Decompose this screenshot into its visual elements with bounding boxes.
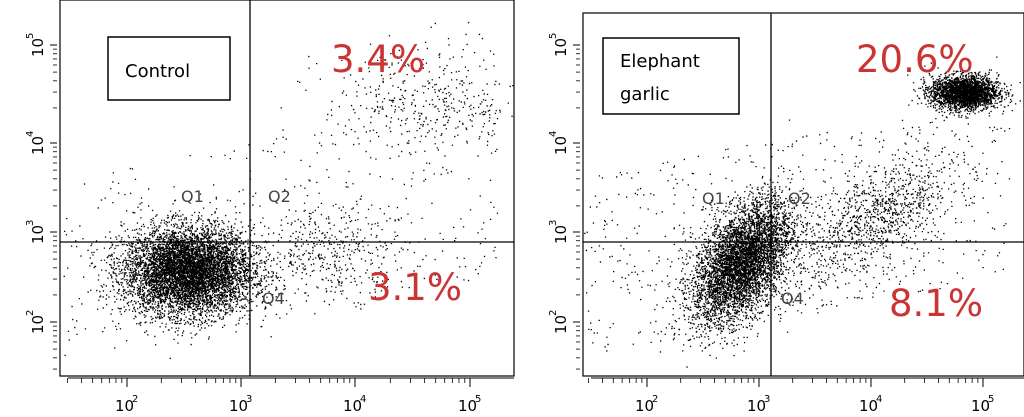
dot-cloud-lower_right	[247, 192, 426, 315]
quadrant-label-q4: Q4	[262, 289, 285, 308]
y-tick-label: 10	[29, 38, 47, 57]
x-tick-label-exponent: 5	[475, 394, 481, 405]
x-tick-label: 10	[115, 397, 134, 415]
x-tick-label-exponent: 4	[876, 394, 882, 405]
x-tick-label: 10	[458, 397, 477, 415]
scatter-dots	[584, 56, 1021, 368]
plot-frame	[582, 12, 1024, 377]
quadrant-label-q1: Q1	[702, 189, 725, 208]
y-tick-label-exponent: 5	[548, 33, 559, 39]
y-tick-label-exponent: 5	[25, 33, 36, 39]
y-tick-label: 10	[29, 225, 47, 244]
plot-frame	[59, 0, 515, 377]
quadrant-label-q4: Q4	[781, 289, 804, 308]
percent-upper-right: 20.6%	[856, 38, 974, 81]
x-tick-label-exponent: 2	[132, 394, 138, 405]
sample-label-text: garlic	[620, 84, 670, 105]
sample-label-box	[107, 36, 231, 101]
percent-lower-right: 8.1%	[889, 282, 983, 325]
x-tick-label-exponent: 5	[988, 394, 994, 405]
dot-cloud-upper_right	[907, 56, 1021, 119]
y-tick-label-exponent: 4	[548, 131, 559, 137]
y-tick-label: 10	[29, 136, 47, 155]
scatter-dots	[63, 21, 514, 359]
x-tick-label-exponent: 3	[246, 394, 252, 405]
y-tick-label-exponent: 3	[25, 220, 36, 226]
x-tick-label-exponent: 4	[360, 394, 366, 405]
x-tick-label: 10	[635, 397, 654, 415]
y-tick-label-exponent: 3	[548, 220, 559, 226]
sample-label-text: Control	[125, 61, 190, 82]
x-tick-label: 10	[343, 397, 362, 415]
x-tick-label: 10	[859, 397, 878, 415]
y-tick-label: 10	[29, 315, 47, 334]
y-tick-label-exponent: 2	[25, 310, 36, 316]
x-tick-label: 10	[747, 397, 766, 415]
x-tick-label-exponent: 2	[652, 394, 658, 405]
dot-cloud-main	[67, 178, 328, 359]
y-tick-label: 10	[552, 225, 570, 244]
percent-lower-right: 3.1%	[368, 266, 462, 309]
sample-label-text: Elephant	[620, 51, 700, 72]
quadrant-label-q1: Q1	[181, 187, 204, 206]
quadrant-label-q2: Q2	[788, 189, 811, 208]
y-tick-label-exponent: 4	[25, 131, 36, 137]
y-tick-label-exponent: 2	[548, 310, 559, 316]
quadrant-label-q2: Q2	[268, 187, 291, 206]
x-tick-label: 10	[971, 397, 990, 415]
y-tick-label: 10	[552, 136, 570, 155]
x-tick-label: 10	[229, 397, 248, 415]
percent-upper-right: 3.4%	[331, 38, 425, 81]
y-tick-label: 10	[552, 38, 570, 57]
x-tick-label-exponent: 3	[764, 394, 770, 405]
sample-label-box	[602, 37, 740, 115]
dot-noise	[63, 99, 499, 356]
dot-cloud-main	[658, 119, 849, 368]
y-tick-label: 10	[552, 315, 570, 334]
